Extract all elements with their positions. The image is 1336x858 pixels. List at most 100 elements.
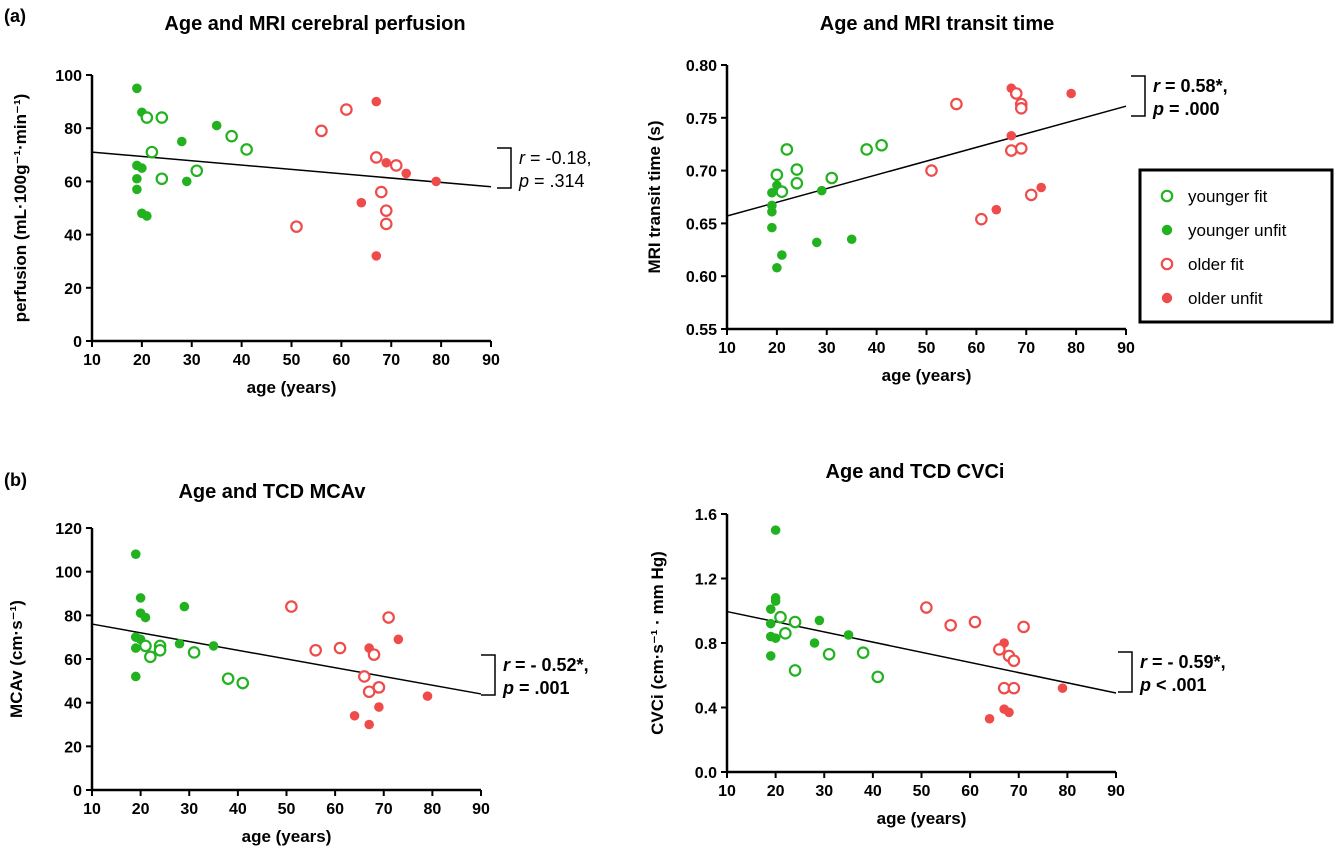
point-younger-unfit: [181, 176, 192, 187]
y-tick-label: 40: [64, 228, 82, 245]
x-tick-label: 10: [718, 340, 736, 357]
point-younger-unfit: [140, 612, 151, 623]
point-younger-fit: [875, 138, 888, 152]
point-younger-unfit: [208, 641, 219, 651]
point-younger-unfit: [176, 136, 187, 147]
point-younger-unfit: [811, 237, 822, 248]
stats-r-text: r = - 0.59*,: [1140, 652, 1226, 672]
point-younger-unfit: [814, 615, 825, 626]
y-tick-label: 60: [64, 652, 82, 669]
point-younger-fit: [155, 172, 169, 186]
point-younger-fit: [140, 111, 154, 124]
point-younger-fit: [187, 646, 201, 659]
x-axis-label: age (years): [247, 378, 337, 397]
x-tick-label: 80: [423, 801, 441, 818]
y-tick-label: 0.70: [686, 164, 717, 181]
point-younger-fit: [780, 143, 794, 156]
y-tick-label: 0.75: [686, 111, 717, 128]
y-axis-label: MRI transit time (s): [645, 120, 664, 273]
point-younger-unfit: [132, 173, 142, 184]
x-tick-label: 30: [818, 340, 836, 357]
stats-p-value: = .000: [1164, 99, 1220, 119]
y-tick-label: 0: [73, 334, 82, 351]
x-tick-label: 60: [967, 340, 985, 357]
y-tick-label: 0.55: [686, 322, 717, 339]
point-younger-unfit: [809, 638, 820, 648]
point-older-fit: [315, 124, 328, 138]
point-older-fit: [920, 601, 933, 614]
chart-title: Age and TCD CVCi: [826, 461, 1005, 483]
x-tick-label: 70: [1017, 340, 1035, 357]
y-tick-label: 0.65: [686, 216, 717, 233]
point-younger-fit: [240, 143, 253, 156]
point-younger-fit: [145, 145, 159, 159]
point-older-unfit: [393, 634, 404, 645]
y-tick-label: 0.8: [695, 636, 717, 653]
point-younger-fit: [221, 672, 235, 685]
point-younger-unfit: [843, 630, 854, 640]
point-older-fit: [968, 615, 982, 629]
point-older-fit: [389, 159, 403, 172]
stats-bracket: [481, 654, 496, 696]
x-tick-label: 10: [83, 352, 101, 369]
legend-marker-younger-fit: [1160, 189, 1174, 203]
y-tick-label: 0.0: [695, 765, 717, 782]
point-older-fit: [1017, 620, 1030, 634]
x-tick-label: 80: [1058, 783, 1076, 800]
stats-bracket: [1118, 651, 1133, 693]
point-younger-fit: [770, 168, 784, 182]
chart-title: Age and MRI cerebral perfusion: [164, 13, 465, 35]
point-younger-unfit: [767, 187, 777, 198]
point-older-unfit: [356, 197, 367, 208]
stats-p-value: = .001: [514, 678, 570, 698]
chart-title: Age and MRI transit time: [820, 13, 1054, 35]
point-older-fit: [1024, 188, 1038, 202]
x-tick-label: 50: [913, 783, 931, 800]
point-older-fit: [357, 670, 371, 683]
x-tick-label: 40: [233, 352, 251, 369]
point-younger-fit: [236, 676, 250, 690]
point-younger-unfit: [770, 525, 781, 535]
chart-title: Age and TCD MCAv: [178, 481, 366, 503]
point-younger-unfit: [767, 206, 777, 217]
legend-label-older-fit: older fit: [1188, 255, 1244, 274]
stats-r-value: = -0.18,: [525, 148, 592, 168]
y-tick-label: 60: [64, 174, 82, 191]
stats-r-text: r = -0.18,: [519, 148, 592, 168]
point-younger-unfit: [174, 638, 185, 649]
point-older-unfit: [1066, 88, 1076, 99]
point-older-fit: [382, 611, 395, 624]
point-older-fit: [369, 151, 383, 164]
y-tick-label: 0.80: [686, 58, 717, 75]
point-older-unfit: [984, 713, 995, 724]
point-younger-fit: [225, 129, 238, 143]
x-tick-label: 50: [278, 801, 296, 818]
point-younger-unfit: [767, 222, 777, 233]
x-tick-label: 70: [382, 352, 400, 369]
point-younger-unfit: [765, 604, 776, 614]
x-tick-label: 20: [133, 352, 151, 369]
x-tick-label: 10: [83, 801, 101, 818]
x-tick-label: 40: [864, 783, 882, 800]
point-older-fit: [285, 600, 298, 613]
legend-marker-older-unfit: [1161, 292, 1173, 304]
point-older-unfit: [422, 691, 433, 701]
x-tick-label: 90: [472, 801, 490, 818]
x-tick-label: 90: [482, 352, 500, 369]
point-older-fit: [367, 648, 381, 661]
point-younger-fit: [775, 185, 789, 199]
point-younger-fit: [788, 615, 802, 629]
point-younger-unfit: [770, 633, 781, 643]
point-older-unfit: [991, 204, 1002, 215]
point-older-fit: [925, 164, 938, 177]
x-tick-label: 30: [815, 783, 833, 800]
y-tick-label: 1.6: [695, 507, 717, 524]
y-tick-label: 0.4: [695, 701, 717, 718]
x-tick-label: 80: [1067, 340, 1085, 357]
chart-transit: Age and MRI transit time 10 20 30 40 50 60 70 80…: [645, 13, 1228, 385]
point-older-unfit: [1004, 707, 1014, 718]
point-younger-fit: [139, 639, 152, 653]
y-tick-label: 100: [55, 68, 82, 85]
x-tick-label: 60: [326, 801, 344, 818]
